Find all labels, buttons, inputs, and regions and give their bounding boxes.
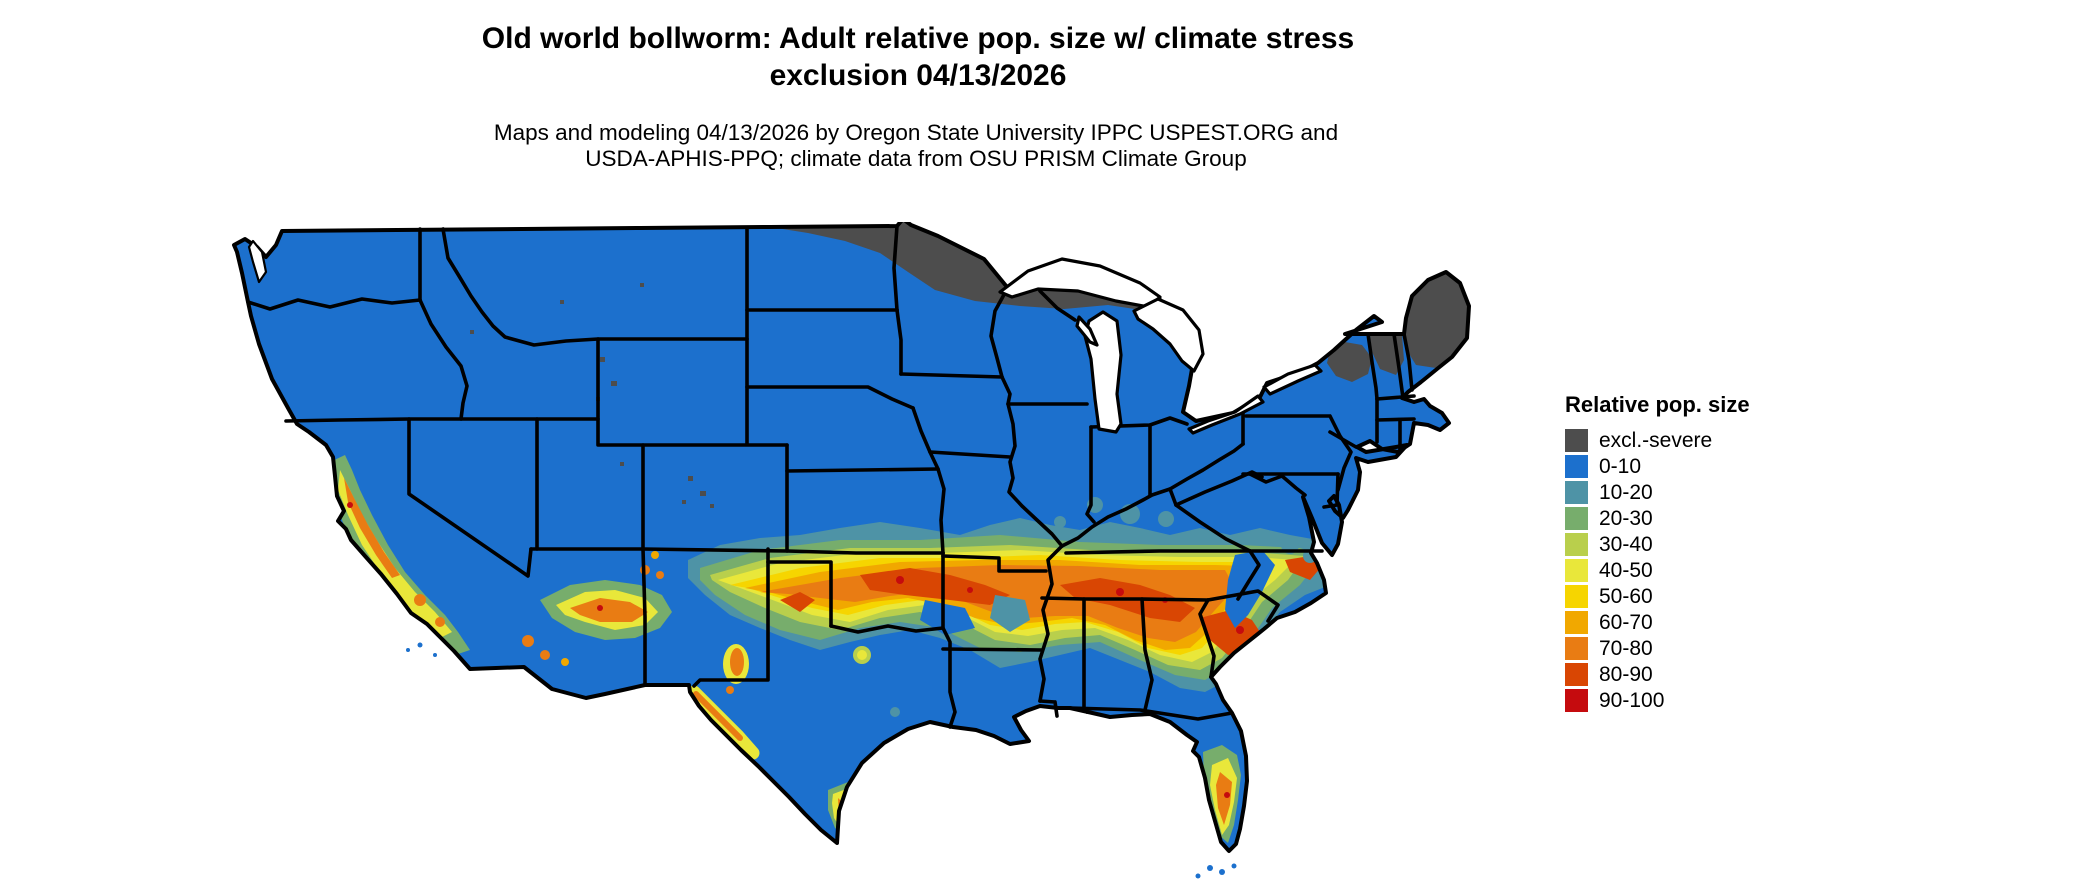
exclusion-region-adirondacks bbox=[1327, 342, 1372, 382]
south-texas-red bbox=[843, 819, 849, 825]
figure-subtitle: Maps and modeling 04/13/2026 by Oregon S… bbox=[494, 120, 1338, 172]
legend-title: Relative pop. size bbox=[1565, 392, 1750, 417]
band-core-90-100 bbox=[896, 576, 1244, 634]
lake-erie bbox=[1187, 394, 1265, 435]
florida-keys bbox=[1195, 863, 1237, 879]
green-bay bbox=[1075, 315, 1099, 347]
state-borders bbox=[246, 224, 1416, 729]
legend-item: 60-70 bbox=[1565, 609, 1750, 635]
legend-item: 40-50 bbox=[1565, 557, 1750, 583]
exclusion-region-maine bbox=[1406, 272, 1468, 368]
legend-swatch-0-10 bbox=[1565, 454, 1588, 478]
channel-islands bbox=[406, 642, 437, 657]
lake-huron bbox=[1132, 297, 1205, 373]
legend-item: 10-20 bbox=[1565, 479, 1750, 505]
raster-layers bbox=[234, 222, 1469, 851]
legend-item: 90-100 bbox=[1565, 687, 1750, 713]
legend-item: 50-60 bbox=[1565, 583, 1750, 609]
florida-red bbox=[1224, 792, 1230, 798]
lakes bbox=[247, 239, 1323, 435]
appalachian-blue-wedge bbox=[1225, 550, 1275, 628]
legend-swatch-70-80 bbox=[1565, 636, 1588, 660]
florida-orange bbox=[1216, 772, 1232, 825]
legend-swatch-30-40 bbox=[1565, 532, 1588, 556]
legend-swatch-90-100 bbox=[1565, 688, 1588, 712]
legend-swatch-excl-severe bbox=[1565, 428, 1588, 452]
california-hot-spots bbox=[347, 502, 445, 627]
california-orange-70-80 bbox=[344, 478, 400, 578]
figure-title-line2: exclusion 04/13/2026 bbox=[769, 59, 1067, 92]
figure-subtitle-line1: Maps and modeling 04/13/2026 by Oregon S… bbox=[493, 120, 1339, 145]
ozark-teal-patch bbox=[990, 595, 1030, 632]
legend-item: excl.-severe bbox=[1565, 427, 1750, 453]
legend-swatch-50-60 bbox=[1565, 584, 1588, 608]
legend-item: 80-90 bbox=[1565, 661, 1750, 687]
figure-title-line1: Old world bollworm: Adult relative pop. … bbox=[481, 22, 1355, 55]
legend: Relative pop. size excl.-severe 0-10 10-… bbox=[1565, 392, 1750, 713]
legend-swatch-20-30 bbox=[1565, 506, 1588, 530]
puget-sound bbox=[247, 239, 268, 284]
figure-subtitle-line2: USDA-APHIS-PPQ; climate data from OSU PR… bbox=[585, 146, 1247, 171]
legend-swatch-60-70 bbox=[1565, 610, 1588, 634]
lake-ontario bbox=[1262, 363, 1323, 396]
az-nm-orange-70-80 bbox=[570, 598, 648, 622]
legend-item: 20-30 bbox=[1565, 505, 1750, 531]
legend-swatch-10-20 bbox=[1565, 480, 1588, 504]
east-oklahoma-blue bbox=[920, 600, 975, 635]
rio-grande-orange bbox=[693, 691, 743, 741]
figure-title: Old world bollworm: Adult relative pop. … bbox=[482, 20, 1354, 94]
us-map-figure bbox=[232, 222, 1471, 879]
west-texas-spots bbox=[723, 644, 871, 694]
legend-item: 0-10 bbox=[1565, 453, 1750, 479]
legend-swatch-80-90 bbox=[1565, 662, 1588, 686]
california-fringe-20-30 bbox=[330, 455, 470, 655]
legend-item: 30-40 bbox=[1565, 531, 1750, 557]
legend-item: 70-80 bbox=[1565, 635, 1750, 661]
legend-swatch-40-50 bbox=[1565, 558, 1588, 582]
